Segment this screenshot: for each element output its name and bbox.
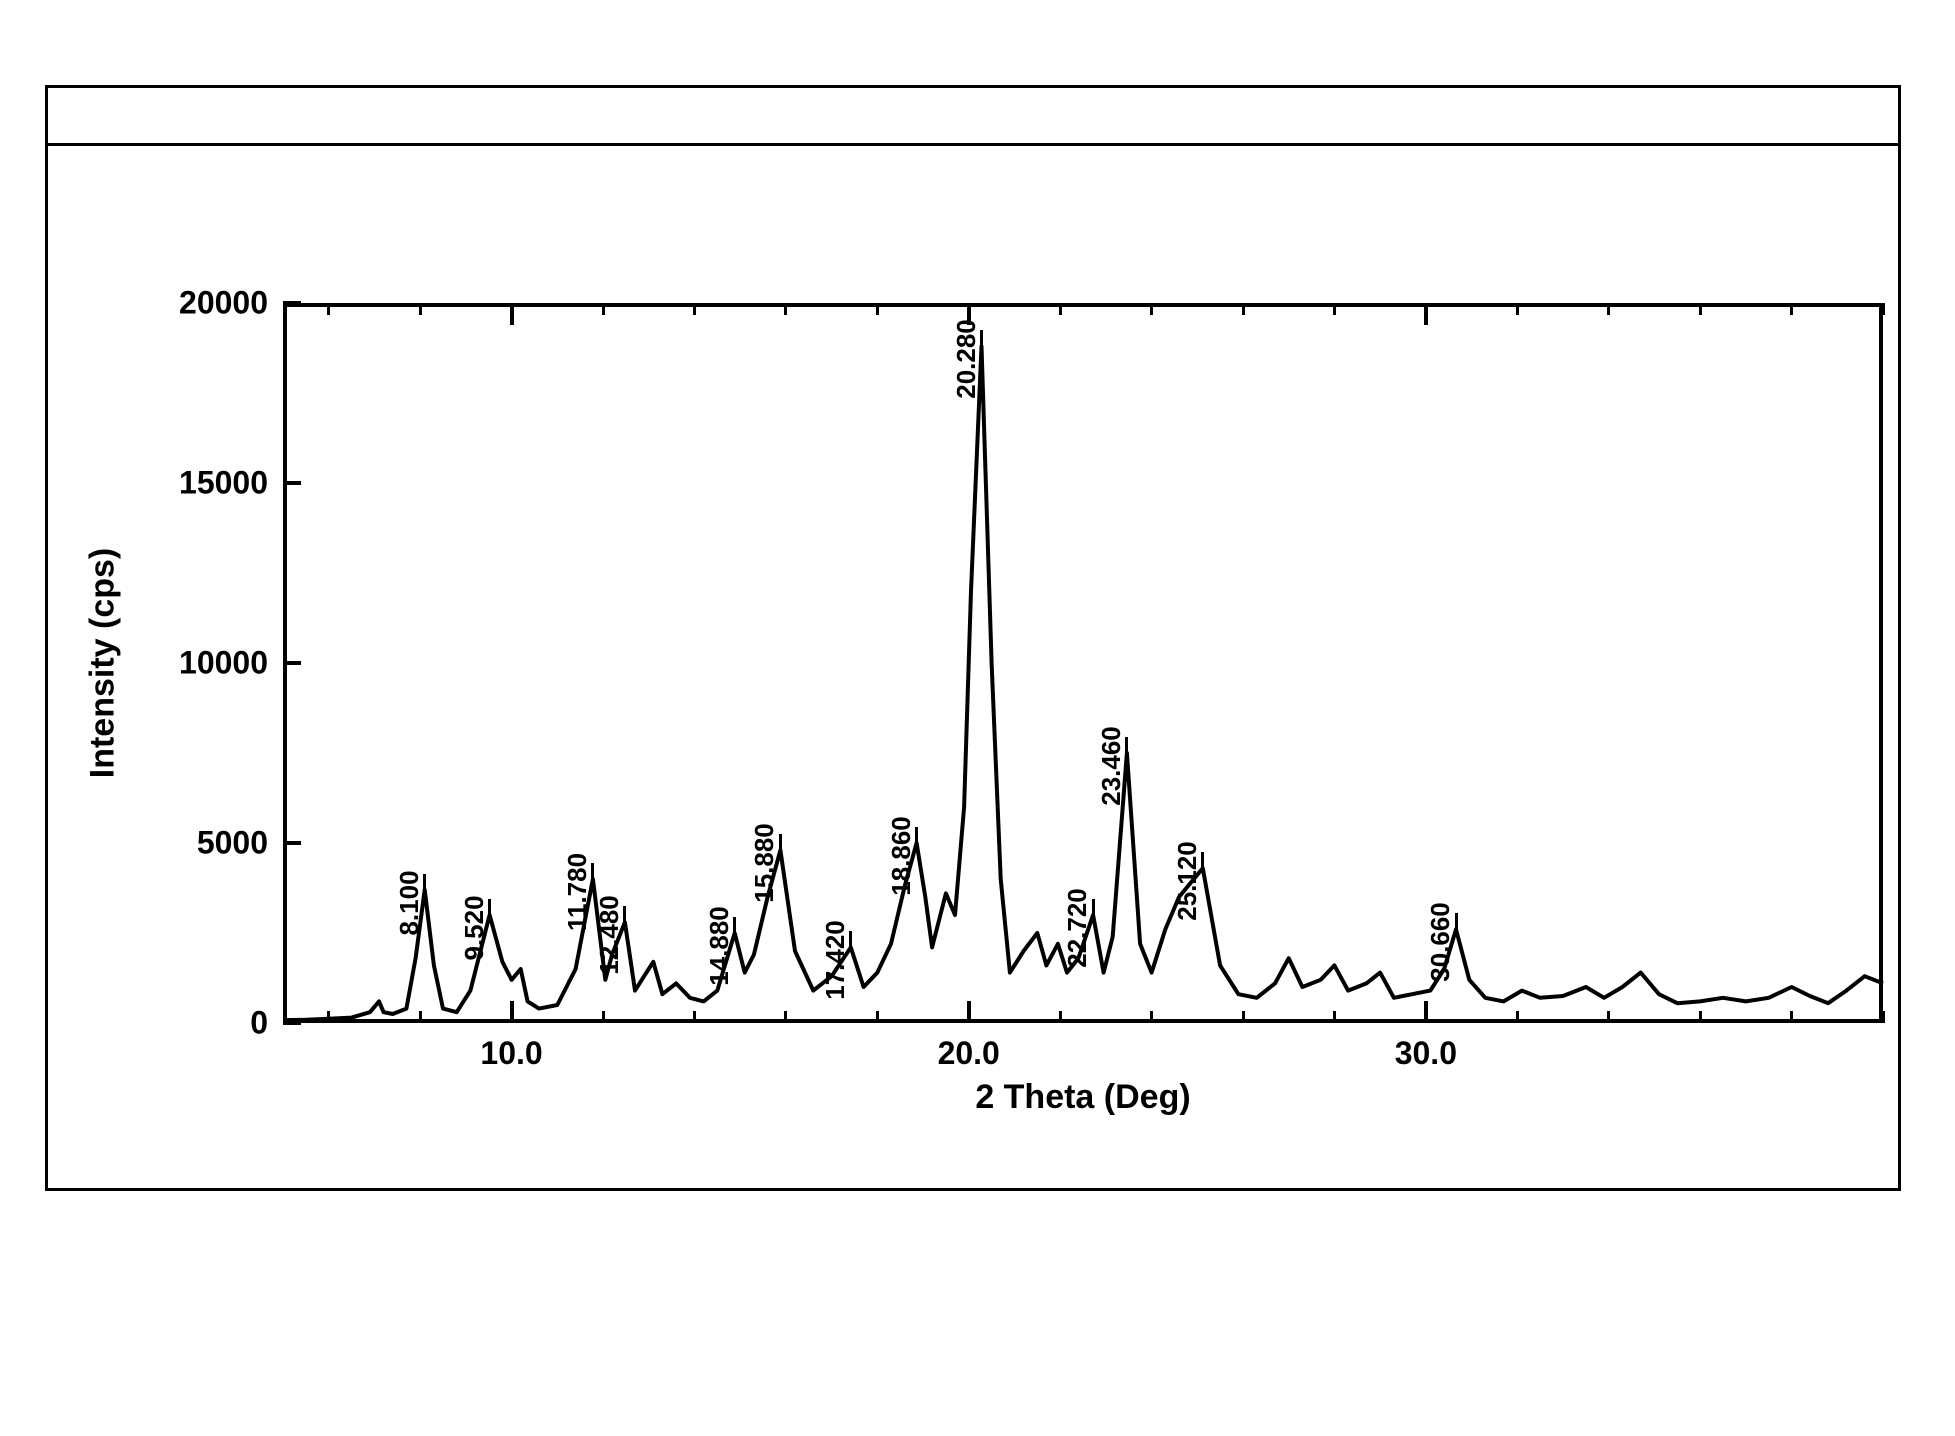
peak-label: 12.480 xyxy=(594,895,625,975)
x-minor-tick-top xyxy=(1059,303,1062,315)
peak-tick xyxy=(1125,737,1128,753)
y-tick xyxy=(283,841,301,845)
peak-label: 20.280 xyxy=(951,319,982,399)
peak-label: 8.100 xyxy=(394,870,425,935)
x-minor-tick-top xyxy=(1242,303,1245,315)
x-minor-tick xyxy=(1607,1011,1610,1023)
x-minor-tick xyxy=(1516,1011,1519,1023)
peak-tick xyxy=(1455,913,1458,929)
x-minor-tick-top xyxy=(784,303,787,315)
x-minor-tick xyxy=(1790,1011,1793,1023)
x-tick xyxy=(1424,1001,1428,1023)
x-minor-tick xyxy=(1059,1011,1062,1023)
peak-tick xyxy=(488,899,491,915)
x-minor-tick-top xyxy=(1333,303,1336,315)
x-minor-tick-top xyxy=(327,303,330,315)
x-minor-tick-top xyxy=(1607,303,1610,315)
x-minor-tick-top xyxy=(1882,303,1885,315)
x-minor-tick xyxy=(876,1011,879,1023)
peak-tick xyxy=(915,827,918,843)
x-tick xyxy=(510,1001,514,1023)
x-minor-tick-top xyxy=(1699,303,1702,315)
y-tick-label: 10000 xyxy=(143,645,268,682)
x-minor-tick xyxy=(1882,1011,1885,1023)
peak-label: 14.880 xyxy=(704,906,735,986)
x-minor-tick-top xyxy=(419,303,422,315)
peak-label: 18.860 xyxy=(886,816,917,896)
x-minor-tick xyxy=(1333,1011,1336,1023)
peak-tick xyxy=(623,906,626,922)
x-minor-tick xyxy=(1150,1011,1153,1023)
y-tick xyxy=(283,301,301,305)
peak-tick xyxy=(591,863,594,879)
y-tick xyxy=(283,661,301,665)
peak-tick xyxy=(779,834,782,850)
y-tick xyxy=(283,1021,301,1025)
x-axis-label: 2 Theta (Deg) xyxy=(883,1078,1283,1117)
x-minor-tick-top xyxy=(602,303,605,315)
x-minor-tick-top xyxy=(876,303,879,315)
x-minor-tick xyxy=(602,1011,605,1023)
peak-label: 17.420 xyxy=(820,921,851,1001)
peak-tick xyxy=(1201,852,1204,868)
x-minor-tick xyxy=(784,1011,787,1023)
y-tick-label: 5000 xyxy=(143,825,268,862)
chart-title-bar xyxy=(48,88,1898,146)
peak-label: 30.660 xyxy=(1425,903,1456,983)
peak-label: 11.780 xyxy=(562,853,593,931)
peak-label: 25.120 xyxy=(1172,841,1203,921)
x-tick-label: 30.0 xyxy=(1395,1035,1457,1072)
peak-tick xyxy=(1092,899,1095,915)
x-tick xyxy=(967,1001,971,1023)
x-tick-top xyxy=(1424,303,1428,325)
y-axis-label: Intensity (cps) xyxy=(84,548,123,778)
x-tick-label: 20.0 xyxy=(938,1035,1000,1072)
x-minor-tick-top xyxy=(693,303,696,315)
x-minor-tick-top xyxy=(1790,303,1793,315)
x-tick-top xyxy=(510,303,514,325)
peak-label: 23.460 xyxy=(1096,726,1127,806)
peak-label: 22.720 xyxy=(1062,888,1093,968)
x-minor-tick xyxy=(1699,1011,1702,1023)
peak-tick xyxy=(849,931,852,947)
x-minor-tick xyxy=(327,1011,330,1023)
peak-label: 15.880 xyxy=(749,823,780,903)
y-tick xyxy=(283,481,301,485)
x-minor-tick xyxy=(419,1011,422,1023)
peak-tick xyxy=(423,874,426,890)
peak-tick xyxy=(733,917,736,933)
peak-tick xyxy=(980,330,983,346)
y-tick-label: 0 xyxy=(143,1005,268,1042)
x-minor-tick-top xyxy=(1516,303,1519,315)
x-tick-label: 10.0 xyxy=(480,1035,542,1072)
y-tick-label: 15000 xyxy=(143,465,268,502)
y-tick-label: 20000 xyxy=(143,285,268,322)
x-minor-tick xyxy=(1242,1011,1245,1023)
x-minor-tick xyxy=(693,1011,696,1023)
chart-outer-frame: Intensity (cps) 2 Theta (Deg) 0 5000 10000… xyxy=(45,85,1901,1191)
x-minor-tick-top xyxy=(1150,303,1153,315)
peak-label: 9.520 xyxy=(459,895,490,960)
